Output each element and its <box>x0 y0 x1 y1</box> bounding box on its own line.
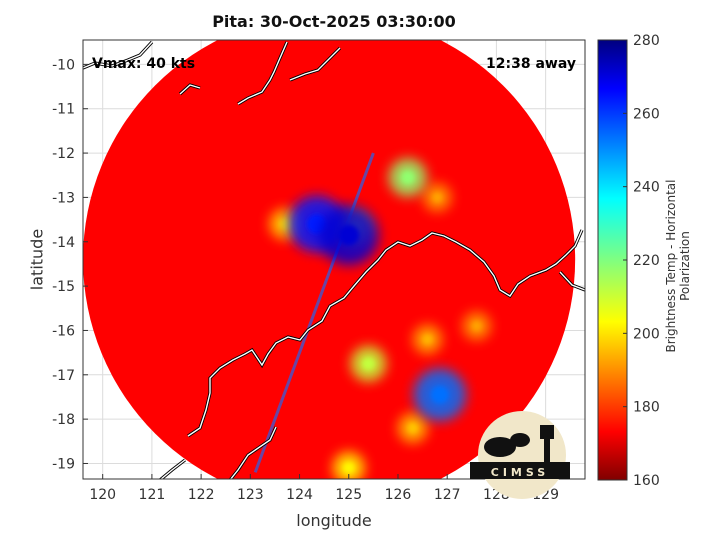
brightness-core <box>471 321 482 331</box>
colorbar-tick-label: 260 <box>633 106 660 122</box>
y-tick-label: -14 <box>52 235 75 251</box>
brightness-core <box>338 224 360 246</box>
chart-title: Pita: 30-Oct-2025 03:30:00 <box>212 12 456 31</box>
y-tick-label: -12 <box>52 146 75 162</box>
vmax-annotation: Vmax: 40 kts <box>92 56 195 72</box>
y-tick-label: -11 <box>52 102 75 118</box>
x-axis-label: longitude <box>296 511 372 530</box>
time-away-annotation: 12:38 away <box>486 56 576 72</box>
y-tick-label: -15 <box>52 279 75 295</box>
cimss-logo: CIMSS <box>470 411 570 499</box>
colorbar-tick-label: 200 <box>633 326 660 342</box>
brightness-features <box>269 158 491 479</box>
colorbar <box>597 39 628 481</box>
colorbar-tick-label: 240 <box>633 180 660 196</box>
colorbar-tick-label: 220 <box>633 253 660 269</box>
colorbar-label: Brightness Temp - Horizontal Polarizatio… <box>664 179 692 353</box>
brightness-core <box>401 170 415 185</box>
colorbar-tick-label: 280 <box>633 33 660 49</box>
y-axis-label: latitude <box>27 228 47 291</box>
colorbar-tick-label: 180 <box>633 400 660 416</box>
x-tick-label: 123 <box>237 487 264 503</box>
y-axis: -10 -11 -12 -13 -14 -15 -16 -17 -18 -19 <box>52 57 88 472</box>
y-tick-label: -10 <box>52 57 75 73</box>
brightness-core <box>343 462 355 474</box>
brightness-core <box>407 422 418 434</box>
x-axis: 120 121 122 123 124 125 126 127 128 129 <box>89 474 559 503</box>
brightness-core <box>430 385 449 404</box>
plot-border <box>82 39 586 480</box>
brightness-core <box>362 357 375 370</box>
y-tick-label: -13 <box>52 190 75 206</box>
y-tick-label: -17 <box>52 368 75 384</box>
colorbar-ticks: 280 260 240 220 200 180 160 <box>623 33 660 489</box>
brightness-core <box>422 334 433 345</box>
y-tick-label: -16 <box>52 323 75 339</box>
x-tick-label: 126 <box>385 487 412 503</box>
brightness-core <box>279 218 291 230</box>
x-tick-label: 122 <box>188 487 215 503</box>
logo-lettering: CIMSS <box>491 466 549 479</box>
y-tick-label: -19 <box>52 456 75 472</box>
swath-layer <box>83 40 585 479</box>
x-tick-label: 120 <box>89 487 116 503</box>
x-tick-label: 127 <box>434 487 461 503</box>
colorbar-tick-label: 160 <box>633 473 660 489</box>
x-tick-label: 121 <box>139 487 166 503</box>
x-tick-label: 125 <box>335 487 362 503</box>
x-tick-label: 124 <box>286 487 313 503</box>
y-tick-label: -18 <box>52 412 75 428</box>
brightness-core <box>432 192 443 203</box>
microwave-swath <box>83 40 576 479</box>
